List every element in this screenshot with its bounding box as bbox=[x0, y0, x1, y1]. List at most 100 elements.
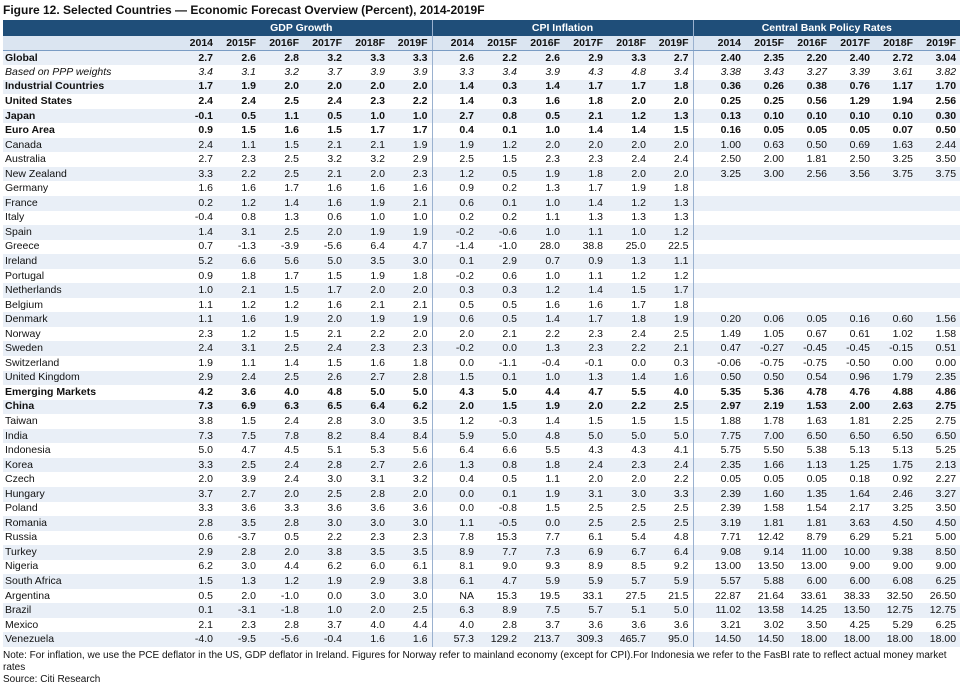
value-cell: 1.9 bbox=[521, 486, 565, 502]
table-row: Euro Area 0.9 1.5 1.6 1.5 1.7 1.7 0.4 0.1 1.0 1.4 1… bbox=[3, 123, 960, 138]
value-cell: 2.0 bbox=[564, 472, 608, 487]
value-cell: 2.20 bbox=[788, 50, 832, 66]
value-cell: 1.0 bbox=[521, 370, 565, 386]
value-cell: 13.00 bbox=[788, 559, 832, 575]
value-cell: 3.4 bbox=[650, 65, 694, 80]
table-row: Russia 0.6 -3.7 0.5 2.2 2.3 2.3 7.8 15.3 7.7 6.1 5.… bbox=[3, 530, 960, 546]
value-cell: 3.5 bbox=[346, 254, 389, 269]
value-cell: 1.2 bbox=[607, 196, 651, 211]
value-cell: 0.10 bbox=[745, 108, 789, 124]
value-cell: 2.5 bbox=[607, 501, 651, 517]
value-cell: 1.0 bbox=[607, 225, 651, 240]
year-header-cell: 2014 bbox=[171, 36, 217, 52]
value-cell bbox=[745, 268, 789, 284]
value-cell: 2.0 bbox=[607, 166, 651, 182]
value-cell: 1.6 bbox=[303, 181, 346, 197]
value-cell: 1.4 bbox=[564, 196, 608, 211]
value-cell: 2.8 bbox=[217, 545, 260, 560]
value-cell: 6.6 bbox=[478, 443, 522, 458]
value-cell: 0.2 bbox=[431, 210, 479, 226]
value-cell: 1.5 bbox=[478, 152, 522, 167]
value-cell: 5.0 bbox=[564, 428, 608, 444]
value-cell: 0.5 bbox=[217, 108, 260, 124]
value-cell: 1.0 bbox=[389, 108, 433, 124]
value-cell bbox=[917, 196, 960, 211]
value-cell: 4.4 bbox=[260, 559, 303, 575]
value-cell: 2.00 bbox=[831, 399, 875, 415]
value-cell: 5.1 bbox=[303, 443, 346, 458]
value-cell: -0.45 bbox=[831, 341, 875, 357]
value-cell: 2.4 bbox=[564, 457, 608, 473]
source-note: Source: Citi Research bbox=[3, 673, 101, 683]
row-label: Hungary bbox=[3, 486, 171, 502]
value-cell: 15.3 bbox=[478, 588, 522, 604]
value-cell: 1.5 bbox=[217, 414, 260, 429]
value-cell: 2.7 bbox=[346, 370, 389, 386]
value-cell: 2.9 bbox=[346, 574, 389, 589]
value-cell: NA bbox=[431, 588, 479, 604]
value-cell: 2.0 bbox=[346, 79, 389, 95]
value-cell: 11.00 bbox=[788, 545, 832, 560]
value-cell: 2.2 bbox=[217, 166, 260, 182]
value-cell: 1.3 bbox=[650, 210, 694, 226]
value-cell: 8.4 bbox=[389, 428, 433, 444]
value-cell: 2.4 bbox=[260, 414, 303, 429]
value-cell: 2.35 bbox=[745, 50, 789, 66]
value-cell: 1.3 bbox=[564, 210, 608, 226]
table-row: Belgium 1.1 1.2 1.2 1.6 2.1 2.1 0.5 0.5 1.6 1.6 1.7… bbox=[3, 297, 960, 313]
value-cell: 465.7 bbox=[607, 632, 651, 647]
value-cell: 2.40 bbox=[831, 50, 875, 66]
value-cell bbox=[874, 297, 918, 313]
value-cell: 1.9 bbox=[521, 399, 565, 415]
value-cell: 2.9 bbox=[171, 370, 217, 386]
row-label: Canada bbox=[3, 137, 171, 153]
value-cell: 9.08 bbox=[692, 545, 746, 560]
year-header-row: 2014 2015F 2016F 2017F 2018F 2019F 2014 2015F 20… bbox=[3, 36, 960, 52]
value-cell: 2.9 bbox=[389, 152, 433, 167]
table-row: France 0.2 1.2 1.4 1.6 1.9 2.1 0.6 0.1 1.0 1.4 1.2 1… bbox=[3, 196, 960, 211]
value-cell: 0.4 bbox=[431, 123, 479, 138]
value-cell bbox=[692, 196, 746, 211]
value-cell: 0.7 bbox=[521, 254, 565, 269]
value-cell: 1.4 bbox=[564, 123, 608, 138]
value-cell: 1.9 bbox=[260, 312, 303, 327]
value-cell: 0.9 bbox=[564, 254, 608, 269]
row-label: Global bbox=[3, 50, 171, 66]
value-cell bbox=[745, 181, 789, 197]
value-cell: 1.0 bbox=[346, 210, 389, 226]
value-cell: 1.9 bbox=[389, 225, 433, 240]
value-cell: 1.60 bbox=[745, 486, 789, 502]
table-row: Switzerland 1.9 1.1 1.4 1.5 1.6 1.8 0.0 -1.1 -0.4… bbox=[3, 356, 960, 371]
value-cell: 2.1 bbox=[303, 137, 346, 153]
value-cell: 1.6 bbox=[260, 123, 303, 138]
value-cell: 0.69 bbox=[831, 137, 875, 153]
value-cell: 2.7 bbox=[217, 486, 260, 502]
value-cell: 1.6 bbox=[303, 297, 346, 313]
value-cell: 0.20 bbox=[692, 312, 746, 327]
row-label: South Africa bbox=[3, 574, 171, 589]
value-cell: 3.9 bbox=[521, 65, 565, 80]
value-cell: 19.5 bbox=[521, 588, 565, 604]
value-cell: 2.0 bbox=[564, 137, 608, 153]
table-row: Spain 1.4 3.1 2.5 2.0 1.9 1.9 -0.2 -0.6 1.0 1.1 1.0… bbox=[3, 225, 960, 240]
value-cell: 2.39 bbox=[692, 486, 746, 502]
row-label: Netherlands bbox=[3, 283, 171, 298]
value-cell: 2.0 bbox=[303, 225, 346, 240]
value-cell: 38.33 bbox=[831, 588, 875, 604]
value-cell: -0.4 bbox=[303, 632, 346, 647]
value-cell bbox=[917, 239, 960, 255]
value-cell: 2.3 bbox=[346, 530, 389, 546]
table-body: Global 2.7 2.6 2.8 3.2 3.3 3.3 2.6 2.2 2.6 2.9 3.3 2… bbox=[3, 50, 960, 647]
value-cell: 0.0 bbox=[431, 501, 479, 517]
value-cell: 1.02 bbox=[874, 326, 918, 342]
value-cell: 3.7 bbox=[171, 486, 217, 502]
value-cell bbox=[874, 254, 918, 269]
value-cell bbox=[692, 225, 746, 240]
value-cell: 1.7 bbox=[564, 181, 608, 197]
table-row: Germany 1.6 1.6 1.7 1.6 1.6 1.6 0.9 0.2 1.3 1.7 1.9… bbox=[3, 181, 960, 197]
value-cell: 1.0 bbox=[389, 210, 433, 226]
value-cell: 2.7 bbox=[171, 152, 217, 167]
value-cell: 4.7 bbox=[478, 574, 522, 589]
value-cell: -1.0 bbox=[478, 239, 522, 255]
value-cell bbox=[831, 210, 875, 226]
